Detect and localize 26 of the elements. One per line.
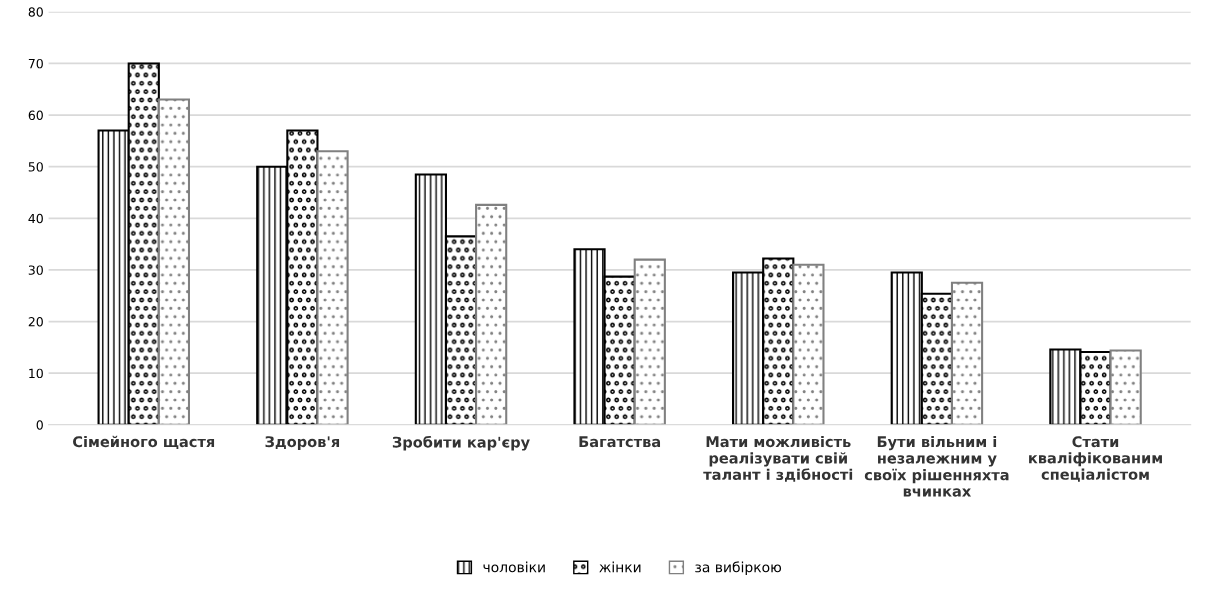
y-tick-label: 80 [28,7,43,17]
bar [1109,349,1142,425]
y-tick-label: 60 [28,110,43,120]
y-tick-label: 10 [29,368,43,379]
bar [157,98,191,425]
legend-label: жінки [599,561,641,573]
x-tick-label: Багатства [579,436,661,448]
y-tick-label: 20 [28,317,43,327]
y-tick-label: 0 [36,420,43,430]
x-tick-label: Здоров'я [265,436,340,451]
bar [792,263,825,425]
x-tick-label: Стати кваліфікованим спеціалістом [1029,436,1162,482]
legend-label: чоловіки [483,561,545,573]
bar [475,203,508,425]
y-tick-label: 70 [28,58,43,69]
bar [633,258,666,425]
bar [950,281,984,425]
y-tick-label: 40 [28,213,43,224]
legend-label: за вибіркою [695,561,782,576]
x-tick-label: Сімейного щастя [73,435,215,450]
x-tick-label: Зробити кар'єру [392,435,530,451]
bar [316,150,349,425]
x-tick-label: Мати можливість реалізувати свій талант і здібності [703,435,853,482]
y-tick-label: 50 [28,162,43,172]
y-tick-label: 30 [28,265,43,275]
x-tick-label: Бути вільним і незалежним у своїх рішенняхта вчинках [864,435,1009,497]
